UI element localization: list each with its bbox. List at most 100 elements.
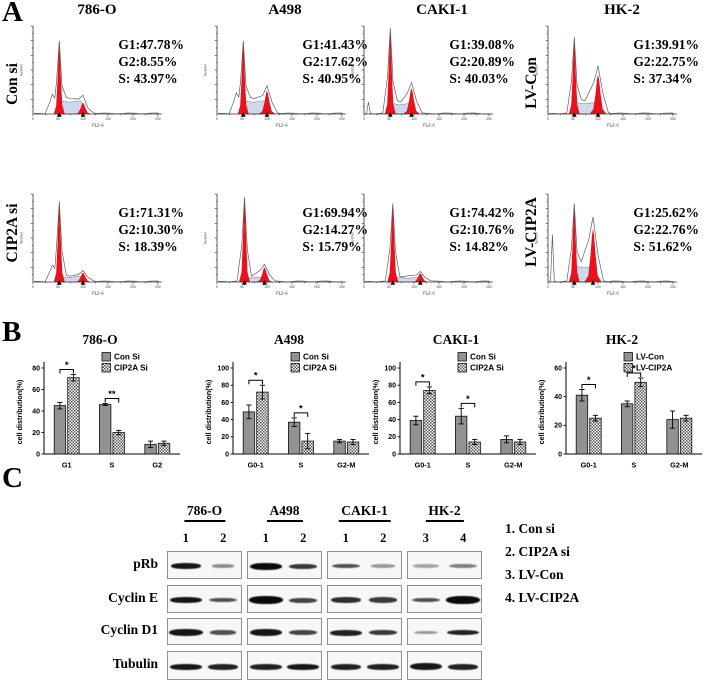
svg-text:Con Si: Con Si: [114, 353, 140, 362]
svg-text:0: 0: [547, 285, 549, 289]
svg-text:60: 60: [554, 365, 562, 372]
blot-box-cyclin-d1-caki-1: [327, 618, 402, 645]
svg-text:100: 100: [411, 117, 417, 121]
svg-text:0: 0: [363, 117, 365, 121]
svg-text:0: 0: [392, 451, 396, 458]
svg-text:G0-1: G0-1: [581, 461, 597, 470]
svg-text:50: 50: [387, 285, 391, 289]
protein-band: [287, 663, 320, 670]
svg-text:20: 20: [221, 434, 229, 441]
svg-text:FL2-A: FL2-A: [423, 291, 435, 296]
protein-band: [447, 629, 480, 636]
lane-number: 2: [300, 531, 307, 545]
svg-text:Con Si: Con Si: [303, 353, 329, 362]
svg-text:FL2-A: FL2-A: [92, 123, 104, 128]
stat-line: G1:71.31%: [118, 205, 184, 220]
flow-histogram: 0 50 100 150 200 250 Number FL2-A: [204, 25, 346, 128]
svg-text:cell distribution(%): cell distribution(%): [371, 379, 380, 444]
bar-chart-786-o: 786-O 0 20 40 60 80 cell distribution(%) G1 S G2 *…: [14, 332, 186, 483]
svg-text:200: 200: [130, 285, 136, 289]
svg-text:60: 60: [221, 400, 229, 407]
svg-text:G0-1: G0-1: [415, 461, 431, 470]
western-group-header-786-o: 786-O: [183, 503, 226, 522]
svg-text:FL2-A: FL2-A: [423, 123, 435, 128]
svg-text:50: 50: [571, 285, 575, 289]
flow-histogram: 0 50 100 150 200 250 Number FL2-A: [20, 25, 162, 128]
protein-band: [168, 629, 203, 636]
lane-number: 2: [220, 531, 227, 545]
svg-text:250: 250: [486, 117, 492, 121]
protein-band: [169, 663, 202, 670]
svg-text:Number: Number: [20, 231, 24, 244]
svg-text:100: 100: [80, 285, 86, 289]
svg-text:Number: Number: [204, 63, 208, 76]
protein-band: [413, 630, 438, 635]
stat-line: G1:39.08%: [449, 37, 515, 52]
svg-text:cell distribution(%): cell distribution(%): [204, 379, 213, 444]
svg-text:100: 100: [80, 117, 86, 121]
svg-text:0: 0: [32, 285, 34, 289]
svg-text:60: 60: [388, 400, 396, 407]
svg-text:150: 150: [105, 117, 111, 121]
svg-text:250: 250: [670, 285, 676, 289]
svg-text:100: 100: [595, 117, 601, 121]
stat-line: S: 18.39%: [118, 239, 178, 254]
western-legend-lv-con: 3. LV-Con: [505, 567, 564, 582]
svg-text:200: 200: [461, 285, 467, 289]
svg-text:50: 50: [56, 117, 60, 121]
svg-text:50: 50: [240, 285, 244, 289]
protein-band: [367, 663, 400, 670]
svg-text:Number: Number: [20, 63, 24, 76]
flow-stats: G1:41.43% G2:17.62% S: 40.95%: [302, 36, 368, 87]
flow-histogram: 0 50 100 150 200 250 Number FL2-A: [20, 193, 162, 296]
svg-text:80: 80: [388, 383, 396, 390]
lane-number: 2: [380, 531, 387, 545]
bar-chart-caki-1: CAKI-1 0 20 40 60 80 100 cell distribution(%) G0…: [370, 332, 542, 483]
bar-chart-svg: 0 20 40 60 80 100 cell distribution(%) G0-1 S G2-…: [371, 352, 536, 470]
svg-text:50: 50: [56, 285, 60, 289]
protein-band: [249, 562, 282, 570]
svg-text:*: *: [254, 371, 258, 382]
stat-line: S: 51.62%: [633, 239, 693, 254]
svg-text:G0-1: G0-1: [248, 461, 264, 470]
western-group-header-a498: A498: [266, 503, 303, 522]
svg-text:200: 200: [645, 285, 651, 289]
svg-text:0: 0: [32, 117, 34, 121]
protein-band: [249, 663, 282, 670]
bar-chart-svg: 0 20 40 60 80 100 cell distribution(%) G0-1 S G2-…: [204, 352, 369, 470]
protein-band: [371, 564, 396, 568]
flow-column-title-caki-1: CAKI-1: [416, 2, 468, 18]
bar-chart-title: HK-2: [605, 332, 639, 347]
flow-plot-caki-1-row2: 0 50 100 150 200 250 Number FL2-A G1:74.42% G2:10…: [349, 188, 515, 328]
svg-text:100: 100: [264, 117, 270, 121]
protein-band: [209, 597, 238, 603]
svg-text:LV-Con: LV-Con: [636, 353, 664, 362]
bar-chart-hk-2: HK-2 0 20 40 60 cell distribution(%) G0-1 S G2-M…: [536, 332, 708, 483]
stat-line: G2:17.62%: [302, 54, 368, 69]
svg-text:*: *: [632, 364, 636, 375]
blot-box-prb-786-o: [167, 551, 242, 579]
svg-text:FL2-A: FL2-A: [276, 123, 288, 128]
protein-band: [412, 564, 439, 568]
svg-text:*: *: [421, 372, 425, 383]
svg-text:0: 0: [558, 451, 562, 458]
protein-band: [329, 629, 362, 636]
protein-band: [331, 563, 360, 569]
blot-row-label-tubulin: Tubulin: [112, 656, 158, 671]
stat-line: S: 37.34%: [633, 71, 693, 86]
svg-text:40: 40: [221, 417, 229, 424]
flow-stats: G1:69.94% G2:14.27% S: 15.79%: [302, 204, 368, 255]
svg-text:40: 40: [32, 408, 40, 415]
lane-number: 3: [422, 531, 429, 545]
svg-text:Number: Number: [204, 231, 208, 244]
lane-number: 1: [342, 531, 349, 545]
stat-line: G2:8.55%: [118, 54, 178, 69]
panel-a-label: A: [2, 0, 23, 28]
svg-text:cell distribution(%): cell distribution(%): [537, 379, 546, 444]
protein-band: [369, 597, 398, 603]
flow-plot-a498-row1: 0 50 100 150 200 250 Number FL2-A G1:41.43% G2:17…: [202, 20, 368, 160]
svg-text:200: 200: [130, 117, 136, 121]
flow-histogram: 0 50 100 150 200 250 Number FL2-A: [351, 193, 493, 296]
